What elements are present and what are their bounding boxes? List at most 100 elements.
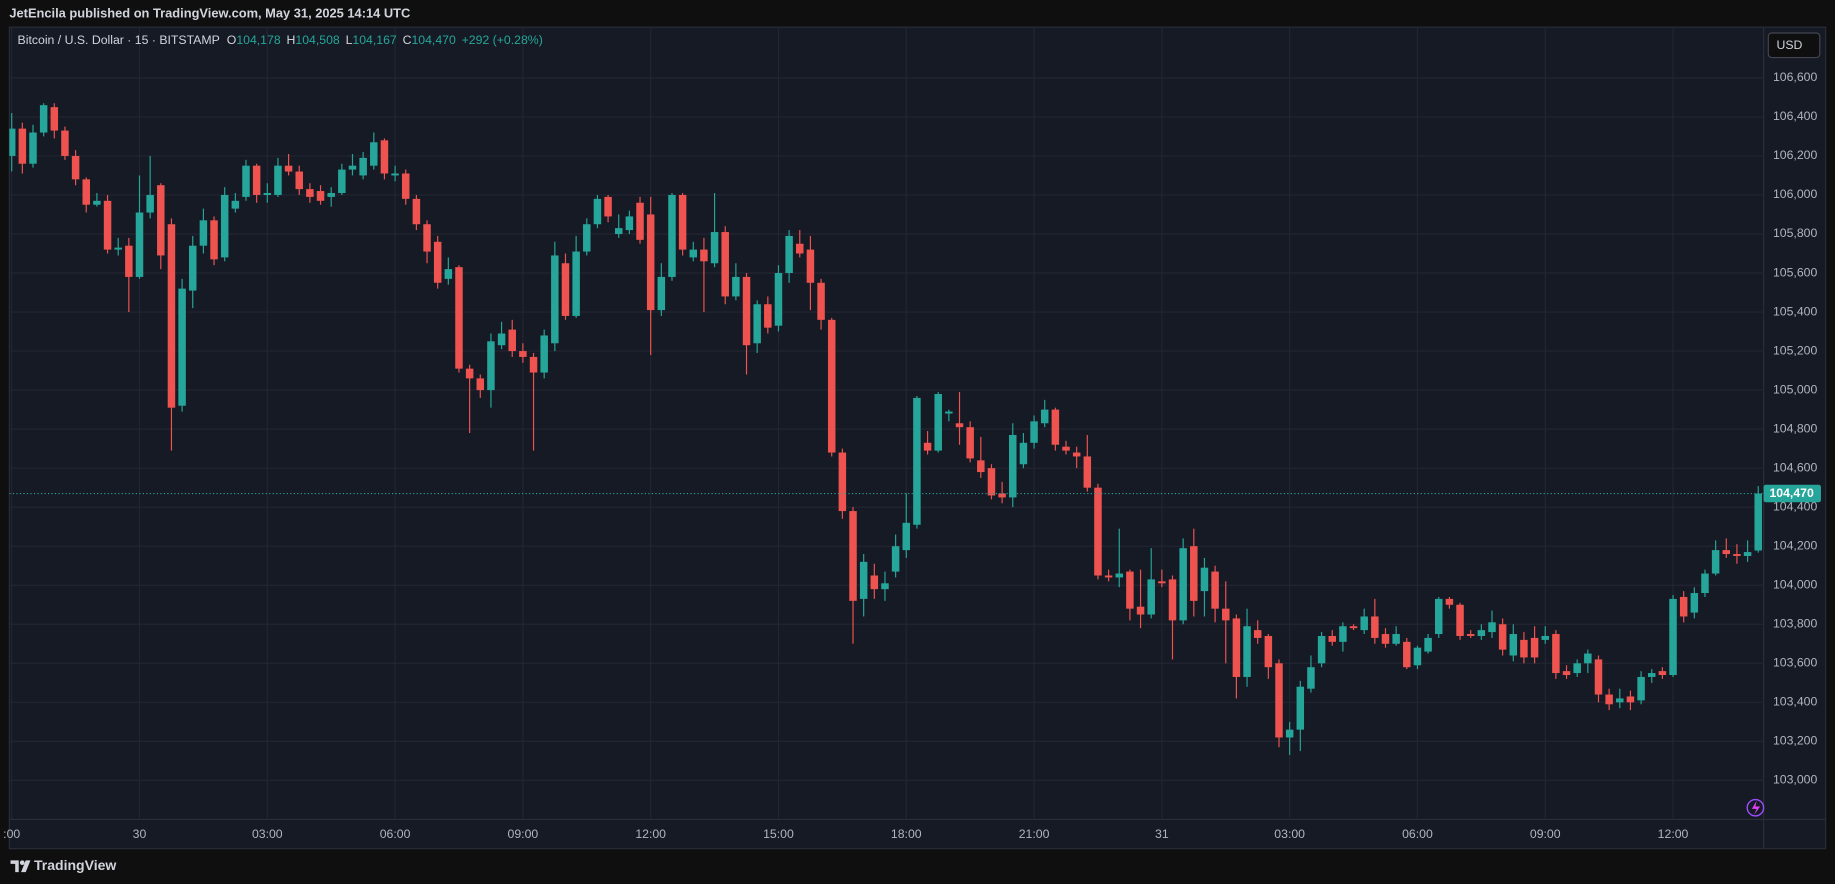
candle-body (82, 179, 90, 205)
y-tick-label: 104,200 (1773, 538, 1818, 552)
legend-ohlc-value: 104,167 (352, 33, 397, 47)
y-tick-label: 104,000 (1773, 577, 1818, 591)
grid (9, 27, 1764, 820)
candle-body (50, 107, 59, 131)
candle-body (1349, 626, 1358, 629)
candle-body (1168, 579, 1177, 621)
candle-body (1637, 676, 1645, 701)
candle-body (1562, 671, 1571, 676)
candle-body (306, 189, 314, 197)
candle-body (338, 169, 346, 194)
candle-body (1264, 635, 1273, 668)
candle-body (1275, 663, 1283, 738)
candle-body (774, 273, 783, 326)
candle-body (764, 304, 772, 328)
candle-body (1296, 686, 1305, 730)
candle-body (700, 249, 708, 262)
candle-body (1594, 659, 1603, 695)
candle-body (103, 200, 112, 250)
candle-body (817, 282, 825, 320)
candle-body (1339, 626, 1347, 642)
candle-body (497, 333, 506, 346)
candle-body (370, 142, 378, 166)
candle-body (476, 378, 485, 391)
currency-label[interactable]: USD (1776, 38, 1802, 52)
candle-body (1285, 729, 1294, 738)
candle-body (1147, 579, 1155, 615)
candle-body (913, 397, 921, 525)
candle-body (1381, 634, 1390, 644)
last-price-label: 104,470 (1769, 486, 1814, 500)
candle-body (1530, 637, 1539, 658)
candle-body (263, 193, 272, 195)
candle-body (1434, 598, 1443, 635)
currency-button[interactable] (1767, 32, 1821, 59)
candle-body (870, 575, 879, 590)
candle-body (1456, 604, 1464, 636)
candle-body (1360, 616, 1368, 631)
candle-body (220, 194, 229, 258)
axes: 103,000 103,200 103,400 103,600 103,800 104,0… (3, 70, 1821, 841)
candle-body (1211, 571, 1219, 609)
candle-body (1509, 634, 1518, 656)
alert-icon[interactable] (1746, 798, 1765, 817)
candle-body (753, 304, 761, 344)
y-tick-label: 104,800 (1773, 421, 1818, 435)
candle-body (1328, 635, 1336, 642)
candle-body (849, 511, 857, 601)
x-tick-label: 09:00 (508, 827, 539, 841)
candle-body (295, 171, 303, 190)
candle-body (742, 276, 751, 346)
candle-body (125, 245, 133, 277)
candle-body (93, 200, 101, 205)
candle-body (891, 546, 900, 572)
candle-body (359, 157, 367, 176)
candle-body (881, 583, 889, 590)
candle-body (955, 423, 964, 428)
candle-body (1424, 637, 1432, 652)
y-tick-label: 105,800 (1773, 226, 1818, 240)
candle-body (1253, 630, 1262, 638)
candle-body (806, 249, 815, 283)
candle-body (1520, 639, 1528, 658)
candle-body (859, 561, 868, 599)
candle-body (1669, 598, 1677, 676)
y-tick-label: 105,200 (1773, 343, 1818, 357)
candle-body (274, 165, 282, 195)
candle-body (998, 493, 1006, 498)
candle-body (646, 214, 655, 311)
candle-body (636, 202, 644, 240)
candle-body (987, 468, 996, 496)
candle-body (1019, 442, 1028, 465)
candle-body (540, 335, 548, 373)
candle-body (1701, 573, 1709, 594)
candle-body (444, 269, 453, 279)
alert-bolt (1751, 800, 1761, 815)
candle-body (1232, 618, 1241, 677)
candle-body (316, 191, 325, 201)
candle-body (561, 263, 570, 316)
candle-body (689, 249, 698, 258)
candle-body (614, 228, 623, 234)
candle-body (1626, 696, 1635, 703)
candle-body (1466, 634, 1475, 636)
candle-body (1009, 434, 1017, 498)
candle-body (1115, 573, 1124, 578)
candle-body (1158, 581, 1166, 584)
candle-body (157, 185, 165, 256)
x-tick-label: :00 (3, 827, 20, 841)
candle-body (934, 394, 942, 451)
candle-body (465, 368, 474, 379)
y-tick-label: 105,400 (1773, 304, 1818, 318)
y-tick-label: 106,000 (1773, 187, 1818, 201)
candle-body (1136, 606, 1145, 615)
candle-body (721, 232, 729, 297)
candle-body (71, 155, 80, 180)
candle-body (39, 105, 48, 133)
candle-body (1658, 671, 1667, 676)
candle-body (838, 452, 847, 512)
candle-body (1062, 446, 1070, 451)
candle-body (1584, 653, 1592, 664)
candle-body (1616, 698, 1624, 703)
candle-body (178, 288, 186, 406)
